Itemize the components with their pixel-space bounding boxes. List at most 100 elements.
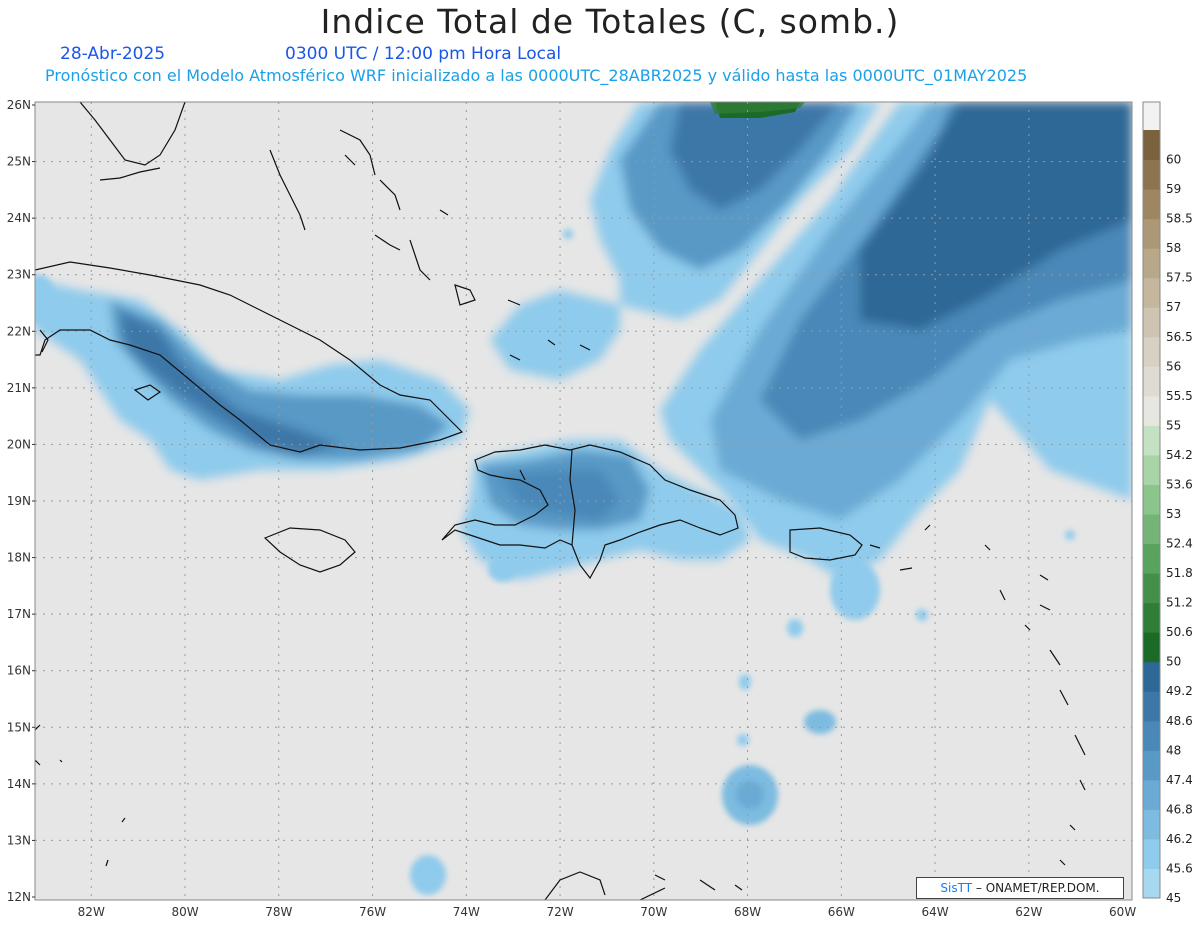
colorbar-swatch	[1143, 691, 1160, 722]
shading-atlantic-plume	[660, 102, 1132, 580]
guadeloupe-islet	[1039, 604, 1051, 611]
shading-cuba-band	[35, 280, 470, 480]
colorbar-swatch	[1143, 868, 1160, 899]
providencia	[105, 859, 109, 867]
lat-tick-label: 22N	[7, 324, 31, 338]
central-america-coast-2	[35, 759, 41, 766]
marie-galante	[1024, 624, 1031, 631]
colorbar-swatch	[1143, 425, 1160, 456]
credit-box: SisTT – ONAMET/REP.DOM.	[916, 877, 1124, 899]
lon-tick-label: 76W	[359, 905, 386, 919]
lat-tick-label: 15N	[7, 720, 31, 734]
lat-tick-label: 19N	[7, 494, 31, 508]
bonaire	[699, 879, 716, 891]
colorbar-label: 58	[1166, 241, 1181, 255]
colorbar-label: 45.6	[1166, 861, 1193, 875]
lon-tick-label: 82W	[78, 905, 105, 919]
colorbar-swatch	[1143, 632, 1160, 663]
montserrat	[1039, 574, 1049, 581]
lat-tick-label: 18N	[7, 551, 31, 565]
colorbar-label: 56.5	[1166, 330, 1193, 344]
shading-field	[35, 102, 1132, 895]
lat-tick-label: 21N	[7, 381, 31, 395]
colorbar-swatch	[1143, 248, 1160, 279]
colorbar-label: 55.5	[1166, 389, 1193, 403]
florida-keys	[99, 167, 161, 181]
turks-islet	[547, 339, 556, 346]
colorbar-label: 55	[1166, 418, 1181, 432]
colorbar-label: 51.2	[1166, 596, 1193, 610]
colorbar-label: 56	[1166, 359, 1181, 373]
colorbar-label: 48.6	[1166, 714, 1193, 728]
anguilla	[924, 524, 931, 531]
st-vincent	[1079, 779, 1086, 791]
colorbar-swatch	[1143, 130, 1160, 161]
colorbar-swatch	[1143, 750, 1160, 781]
colorbar-swatch	[1143, 809, 1160, 840]
shading-peak-green-edge	[710, 102, 805, 114]
colorbar-label: 50.6	[1166, 625, 1193, 639]
long-island-bahamas	[374, 234, 401, 251]
eleuthera	[339, 129, 376, 176]
colorbar-swatch	[1143, 573, 1160, 604]
lat-tick-label: 26N	[7, 98, 31, 112]
colorbar-label: 48	[1166, 743, 1181, 757]
colorbar-swatch	[1143, 395, 1160, 426]
graticule	[35, 102, 1132, 900]
lon-tick-label: 74W	[453, 905, 480, 919]
antigua	[999, 589, 1006, 601]
lat-tick-label: 20N	[7, 437, 31, 451]
latitude-labels: 26N 25N 24N 23N 22N 21N 20N 19N 18N 17N 16N 15N 14N 1…	[7, 98, 35, 904]
haiti-dr-border	[569, 449, 576, 546]
colorbar-label: 57.5	[1166, 271, 1193, 285]
colorbar-frame	[1142, 101, 1161, 899]
venezuela-coast	[544, 871, 606, 900]
central-america-islet	[59, 759, 63, 763]
colorbar-label: 51.8	[1166, 566, 1193, 580]
colorbar-label: 46.8	[1166, 802, 1193, 816]
grenadines	[1069, 824, 1076, 831]
sistt-logo: SisTT	[940, 881, 973, 895]
lon-tick-label: 72W	[546, 905, 573, 919]
lon-tick-label: 68W	[734, 905, 761, 919]
lat-tick-label: 23N	[7, 268, 31, 282]
gonave-island	[519, 469, 526, 481]
curacao	[654, 874, 666, 881]
barbuda	[984, 544, 991, 551]
crooked-island	[409, 239, 431, 281]
andros-island	[269, 149, 306, 231]
forecast-map: 26N 25N 24N 23N 22N 21N 20N 19N 18N 17N 16N 15N 14N 1…	[7, 98, 1193, 919]
paraguana	[639, 887, 666, 900]
colorbar-label: 54.2	[1166, 448, 1193, 462]
lat-tick-label: 24N	[7, 211, 31, 225]
colorbar-swatch	[1143, 454, 1160, 485]
colorbar-label: 60	[1166, 153, 1181, 167]
lat-tick-label: 25N	[7, 155, 31, 169]
isla-juventud	[133, 384, 162, 401]
lat-tick-label: 16N	[7, 664, 31, 678]
colorbar-label: 50	[1166, 655, 1181, 669]
colorbar-swatch	[1143, 218, 1160, 249]
colorbar-label: 47.4	[1166, 773, 1193, 787]
colorbar-label: 49.2	[1166, 684, 1193, 698]
puerto-rico-coast	[789, 527, 863, 561]
colorbar-label: 53	[1166, 507, 1181, 521]
virgin-islands	[899, 567, 913, 571]
cuba-west-tip	[39, 329, 49, 353]
lat-tick-label: 13N	[7, 833, 31, 847]
colorbar-swatch	[1143, 307, 1160, 338]
colorbar-swatch	[1143, 543, 1160, 574]
colorbar-swatch	[1143, 779, 1160, 810]
bahamas-islet	[344, 154, 356, 166]
hispaniola-coast	[441, 444, 739, 580]
turks-islet-2	[579, 344, 591, 351]
colorbar-label: 58.5	[1166, 212, 1193, 226]
lat-tick-label: 17N	[7, 607, 31, 621]
florida-coast	[79, 102, 186, 166]
colorbar-swatch	[1143, 661, 1160, 692]
grenada	[1059, 859, 1066, 866]
forecast-date: 28-Abr-2025	[60, 44, 166, 64]
lon-tick-label: 80W	[171, 905, 198, 919]
lon-tick-label: 66W	[828, 905, 855, 919]
colorbar-swatch	[1143, 838, 1160, 869]
